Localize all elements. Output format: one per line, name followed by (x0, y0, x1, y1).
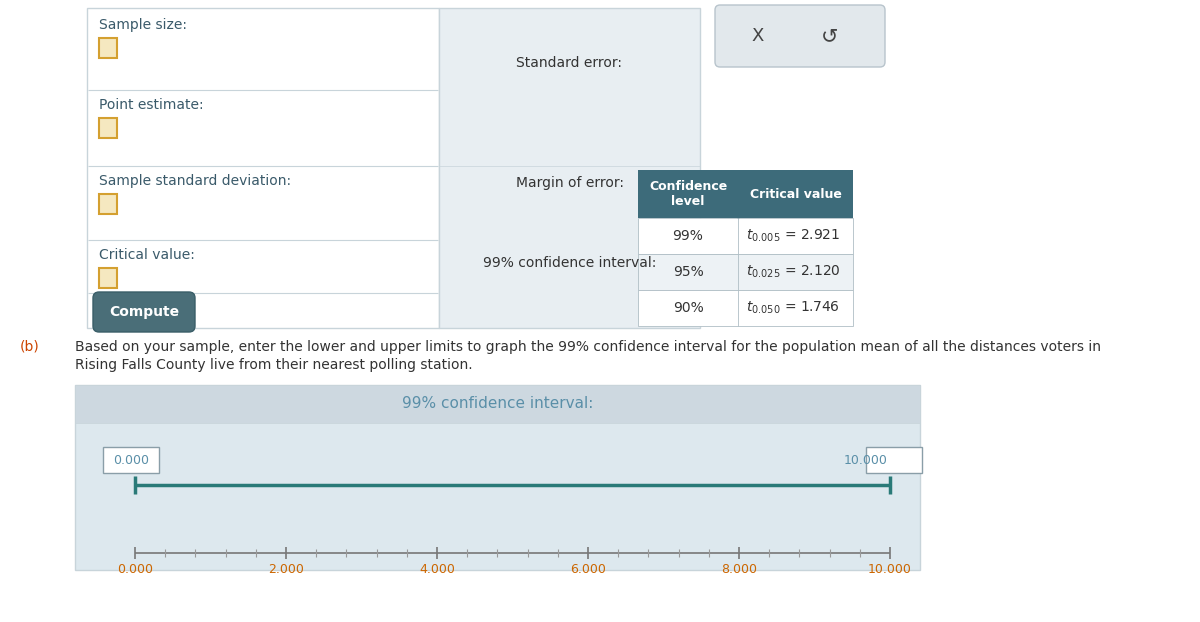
Bar (74, 385, 920, 423)
Text: X: X (752, 27, 764, 45)
Text: 6.000: 6.000 (570, 563, 606, 576)
Bar (638, 290, 853, 326)
Bar (98, 268, 118, 288)
Text: Rising Falls County live from their nearest polling station.: Rising Falls County live from their near… (74, 358, 473, 372)
Text: 10.000: 10.000 (868, 563, 912, 576)
Text: Critical value: Critical value (750, 187, 841, 200)
Bar (88, 8, 439, 328)
Text: Sample standard deviation:: Sample standard deviation: (98, 174, 292, 188)
Bar (866, 447, 922, 473)
Text: ↺: ↺ (821, 26, 839, 46)
Text: Sample size:: Sample size: (98, 18, 187, 32)
Text: 2.000: 2.000 (268, 563, 304, 576)
Text: Confidence
level: Confidence level (649, 180, 727, 208)
Bar (638, 170, 853, 218)
Bar (439, 8, 700, 328)
Text: $t_{0.050}$ = 1.746: $t_{0.050}$ = 1.746 (746, 300, 840, 316)
Text: (b): (b) (20, 340, 40, 354)
Text: Based on your sample, enter the lower and upper limits to graph the 99% confiden: Based on your sample, enter the lower an… (74, 340, 1102, 354)
Text: 95%: 95% (673, 265, 703, 279)
Bar (638, 254, 853, 290)
Text: 99% confidence interval:: 99% confidence interval: (482, 256, 656, 270)
Text: Point estimate:: Point estimate: (98, 98, 204, 112)
Text: 0.000: 0.000 (118, 563, 154, 576)
Text: 8.000: 8.000 (721, 563, 757, 576)
Text: $t_{0.005}$ = 2.921: $t_{0.005}$ = 2.921 (746, 228, 840, 244)
Text: Compute: Compute (109, 305, 179, 319)
Text: 90%: 90% (673, 301, 703, 315)
Bar (638, 218, 853, 254)
Bar (74, 385, 920, 570)
Text: 99%: 99% (672, 229, 703, 243)
Text: 99% confidence interval:: 99% confidence interval: (402, 396, 593, 412)
Text: 0.000: 0.000 (113, 453, 149, 466)
Text: 10.000: 10.000 (844, 453, 888, 466)
Text: Margin of error:: Margin of error: (516, 176, 624, 190)
Bar (98, 118, 118, 138)
Text: $t_{0.025}$ = 2.120: $t_{0.025}$ = 2.120 (746, 264, 841, 280)
Bar (98, 194, 118, 214)
FancyBboxPatch shape (94, 292, 194, 332)
Text: Standard error:: Standard error: (516, 56, 623, 70)
Text: Critical value:: Critical value: (98, 248, 194, 262)
Bar (98, 38, 118, 58)
Bar (103, 447, 158, 473)
FancyBboxPatch shape (715, 5, 886, 67)
Text: 4.000: 4.000 (419, 563, 455, 576)
